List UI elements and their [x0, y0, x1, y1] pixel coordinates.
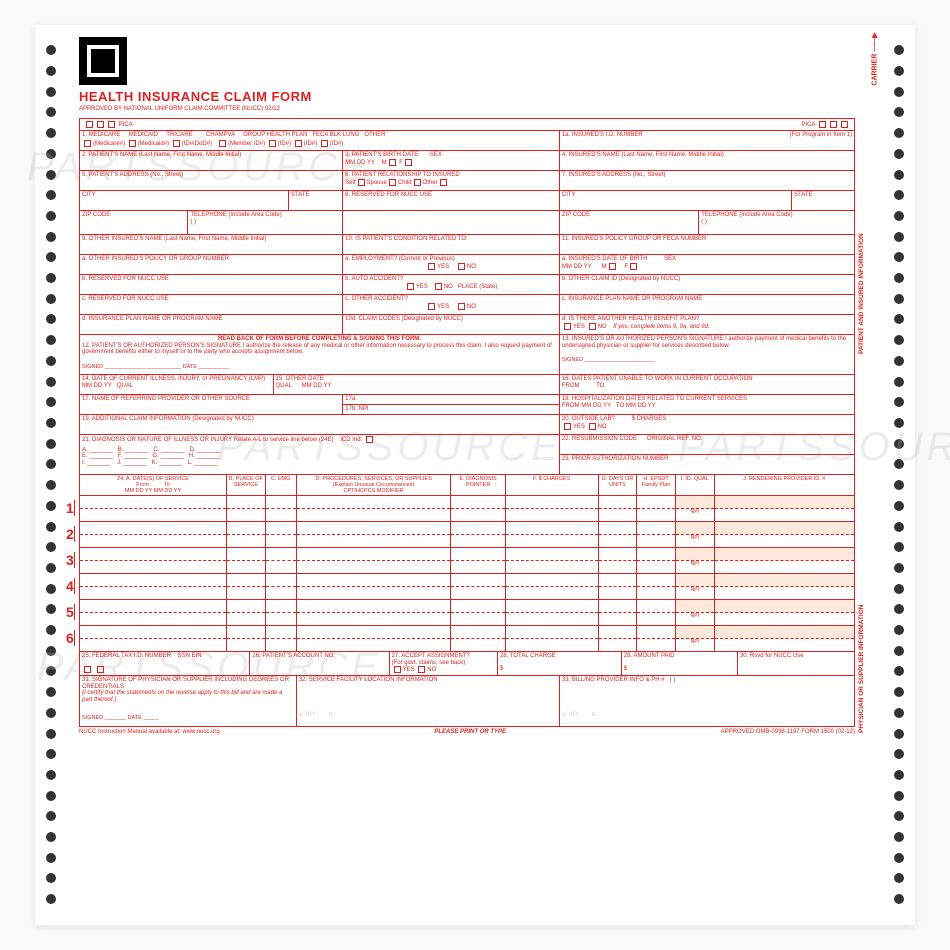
row-19-20: 19. ADDITIONAL CLAIM INFORMATION (Design… [80, 415, 854, 435]
row-9a: a. OTHER INSURED'S POLICY OR GROUP NUMBE… [80, 255, 854, 275]
row-25-30: 25. FEDERAL TAX I.D. NUMBER SSN EIN 26. … [80, 652, 854, 676]
form-footer: NUCC Instruction Manual available at: ww… [79, 729, 855, 735]
side-label-patient: PATIENT AND INSURED INFORMATION [858, 184, 872, 404]
sprocket-left [35, 25, 67, 925]
side-label-physician: PHYSICIAN OR SUPPLIER INFORMATION [858, 544, 872, 794]
sprocket-right [883, 25, 915, 925]
row-9d: d. INSURANCE PLAN NAME OR PROGRAM NAME 1… [80, 315, 854, 335]
form-page: PARTSSOURCE PARTSSOURCE PARTSSOURCE PART… [67, 25, 883, 925]
row-12-13: READ BACK OF FORM BEFORE COMPLETING & SI… [80, 335, 854, 375]
row-city: CITY STATE 8. RESERVED FOR NUCC USE CITY… [80, 191, 854, 211]
row-17-18: 17. NAME OF REFERRING PROVIDER OR OTHER … [80, 395, 854, 415]
row-1: 1. MEDICARE MEDICAID TRICARE CHAMPVA GRO… [80, 131, 854, 151]
service-rows: 1 NPI 2 NPI 3 NPI 4 NPI 5 NPI 6 NPI [80, 496, 854, 652]
row-zip: ZIP CODE TELEPHONE (Include Area Code)( … [80, 211, 854, 235]
pica-row: PICA PICA [80, 119, 854, 131]
form-subtitle: APPROVED BY NATIONAL UNIFORM CLAIM COMMI… [79, 106, 879, 112]
qr-code [79, 37, 127, 85]
carrier-label: CARRIER ——▶ [870, 32, 878, 85]
row-5-6-7: 5. PATIENT'S ADDRESS (No., Street) 6. PA… [80, 171, 854, 191]
row-9c: c. RESERVED FOR NUCC USE c. OTHER ACCIDE… [80, 295, 854, 315]
row-21-22-23: 21. DIAGNOSIS OR NATURE OF ILLNESS OR IN… [80, 435, 854, 475]
row-9b: b. RESERVED FOR NUCC USE b. AUTO ACCIDEN… [80, 275, 854, 295]
form-title: HEALTH INSURANCE CLAIM FORM [79, 89, 879, 104]
row-9-10-11: 9. OTHER INSURED'S NAME (Last Name, Firs… [80, 235, 854, 255]
service-header: 24. A. DATE(S) OF SERVICEFrom ToMM DD YY… [80, 475, 854, 496]
form-body: PATIENT AND INSURED INFORMATION PHYSICIA… [79, 118, 855, 727]
form-sheet: PARTSSOURCE PARTSSOURCE PARTSSOURCE PART… [35, 25, 915, 925]
row-31-33: 31. SIGNATURE OF PHYSICIAN OR SUPPLIER I… [80, 676, 854, 726]
row-14-15-16: 14. DATE OF CURRENT ILLNESS, INJURY, or … [80, 375, 854, 395]
row-2-3-4: 2. PATIENT'S NAME (Last Name, First Name… [80, 151, 854, 171]
